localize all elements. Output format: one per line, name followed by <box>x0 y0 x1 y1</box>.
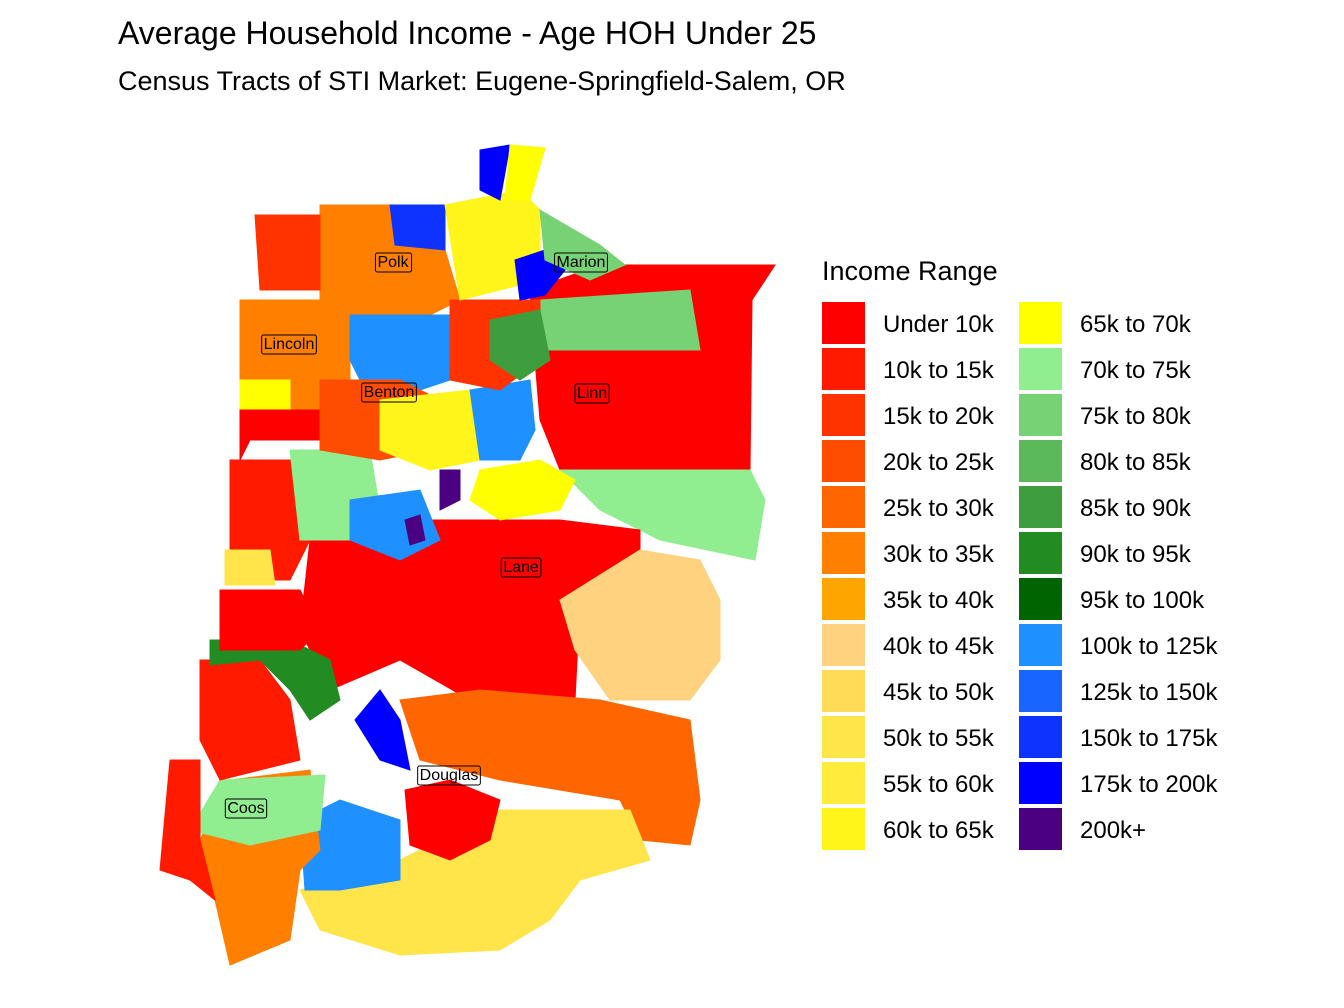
tract <box>389 204 446 251</box>
county-label-box <box>374 252 413 273</box>
legend-swatch <box>1019 394 1062 436</box>
legend-label: 10k to 15k <box>883 357 995 384</box>
tract <box>224 549 276 586</box>
legend-label: 20k to 25k <box>883 449 995 476</box>
tract <box>489 309 551 381</box>
legend-label: 150k to 175k <box>1080 725 1218 752</box>
tract <box>539 289 701 351</box>
tract <box>469 379 536 461</box>
tract <box>354 689 411 771</box>
legend-label: 95k to 100k <box>1080 587 1205 614</box>
tract <box>239 379 291 411</box>
legend-swatch <box>822 624 865 666</box>
legend-swatch <box>1019 486 1062 528</box>
county-label-box <box>417 765 481 786</box>
legend-swatch <box>822 394 865 436</box>
legend-swatch <box>822 578 865 620</box>
legend-label: 50k to 55k <box>883 725 995 752</box>
legend-label: 65k to 70k <box>1080 311 1192 338</box>
county-label-box <box>224 798 268 819</box>
tract <box>189 774 326 846</box>
legend-label: 15k to 20k <box>883 403 995 430</box>
tract <box>559 549 721 701</box>
legend-label: 90k to 95k <box>1080 541 1192 568</box>
legend-swatch <box>1019 670 1062 712</box>
legend-label: 175k to 200k <box>1080 771 1218 798</box>
legend-swatch <box>1019 716 1062 758</box>
legend-label: 25k to 30k <box>883 495 995 522</box>
legend-swatch <box>822 302 865 344</box>
legend-swatch <box>1019 532 1062 574</box>
legend-swatch <box>822 716 865 758</box>
tract <box>479 144 511 201</box>
legend-title: Income Range <box>822 256 998 286</box>
tract <box>239 409 321 461</box>
subtitle: Census Tracts of STI Market: Eugene-Spri… <box>118 66 846 96</box>
county-label: Douglas <box>420 767 479 784</box>
county-label: Marion <box>557 254 606 271</box>
legend-swatch <box>822 486 865 528</box>
tract <box>404 514 426 546</box>
tract <box>504 144 546 201</box>
tract <box>379 389 481 471</box>
tract <box>404 779 501 861</box>
legend-swatch <box>822 532 865 574</box>
tract <box>299 799 401 891</box>
legend-label: 60k to 65k <box>883 817 995 844</box>
county-label: Lincoln <box>264 336 315 353</box>
legend-swatch <box>822 348 865 390</box>
legend-label: 55k to 60k <box>883 771 995 798</box>
title: Average Household Income - Age HOH Under… <box>118 15 816 51</box>
legend-swatch <box>1019 578 1062 620</box>
tract <box>219 589 321 651</box>
legend-label: Under 10k <box>883 311 995 338</box>
county-label: Benton <box>364 384 415 401</box>
legend-swatch <box>1019 762 1062 804</box>
legend-label: 75k to 80k <box>1080 403 1192 430</box>
county-label: Polk <box>377 254 409 271</box>
county-label: Linn <box>577 385 607 402</box>
county-label-box <box>261 334 317 355</box>
legend-swatch <box>822 808 865 850</box>
county-label-box <box>361 382 417 403</box>
legend-label: 70k to 75k <box>1080 357 1192 384</box>
legend-label: 45k to 50k <box>883 679 995 706</box>
legend: Under 10k 10k to 15k 15k to 20k 20k to 25k 2… <box>822 302 1218 850</box>
county-label-box <box>554 252 608 273</box>
tract <box>349 314 451 391</box>
tract <box>439 469 461 511</box>
legend-label: 85k to 90k <box>1080 495 1192 522</box>
tract <box>558 469 766 561</box>
legend-label: 80k to 85k <box>1080 449 1192 476</box>
legend-swatch <box>1019 808 1062 850</box>
county-label-box <box>500 557 542 578</box>
legend-label: 100k to 125k <box>1080 633 1218 660</box>
legend-swatch <box>1019 302 1062 344</box>
legend-swatch <box>1019 440 1062 482</box>
tract <box>469 459 576 521</box>
county-label-box <box>574 383 610 404</box>
legend-label: 30k to 35k <box>883 541 995 568</box>
legend-label: 200k+ <box>1080 817 1146 844</box>
tract <box>399 689 701 846</box>
tract <box>254 214 321 291</box>
legend-swatch <box>1019 624 1062 666</box>
county-label: Coos <box>227 800 264 817</box>
tract <box>159 759 216 902</box>
county-label: Lane <box>503 559 539 576</box>
map: Polk Marion Lincoln Benton Linn Lane Douglas Co… <box>159 144 776 966</box>
legend-label: 40k to 45k <box>883 633 995 660</box>
legend-swatch <box>822 440 865 482</box>
legend-swatch <box>822 762 865 804</box>
legend-label: 125k to 150k <box>1080 679 1218 706</box>
tract <box>539 209 626 281</box>
legend-swatch <box>1019 348 1062 390</box>
legend-label: 35k to 40k <box>883 587 995 614</box>
legend-swatch <box>822 670 865 712</box>
